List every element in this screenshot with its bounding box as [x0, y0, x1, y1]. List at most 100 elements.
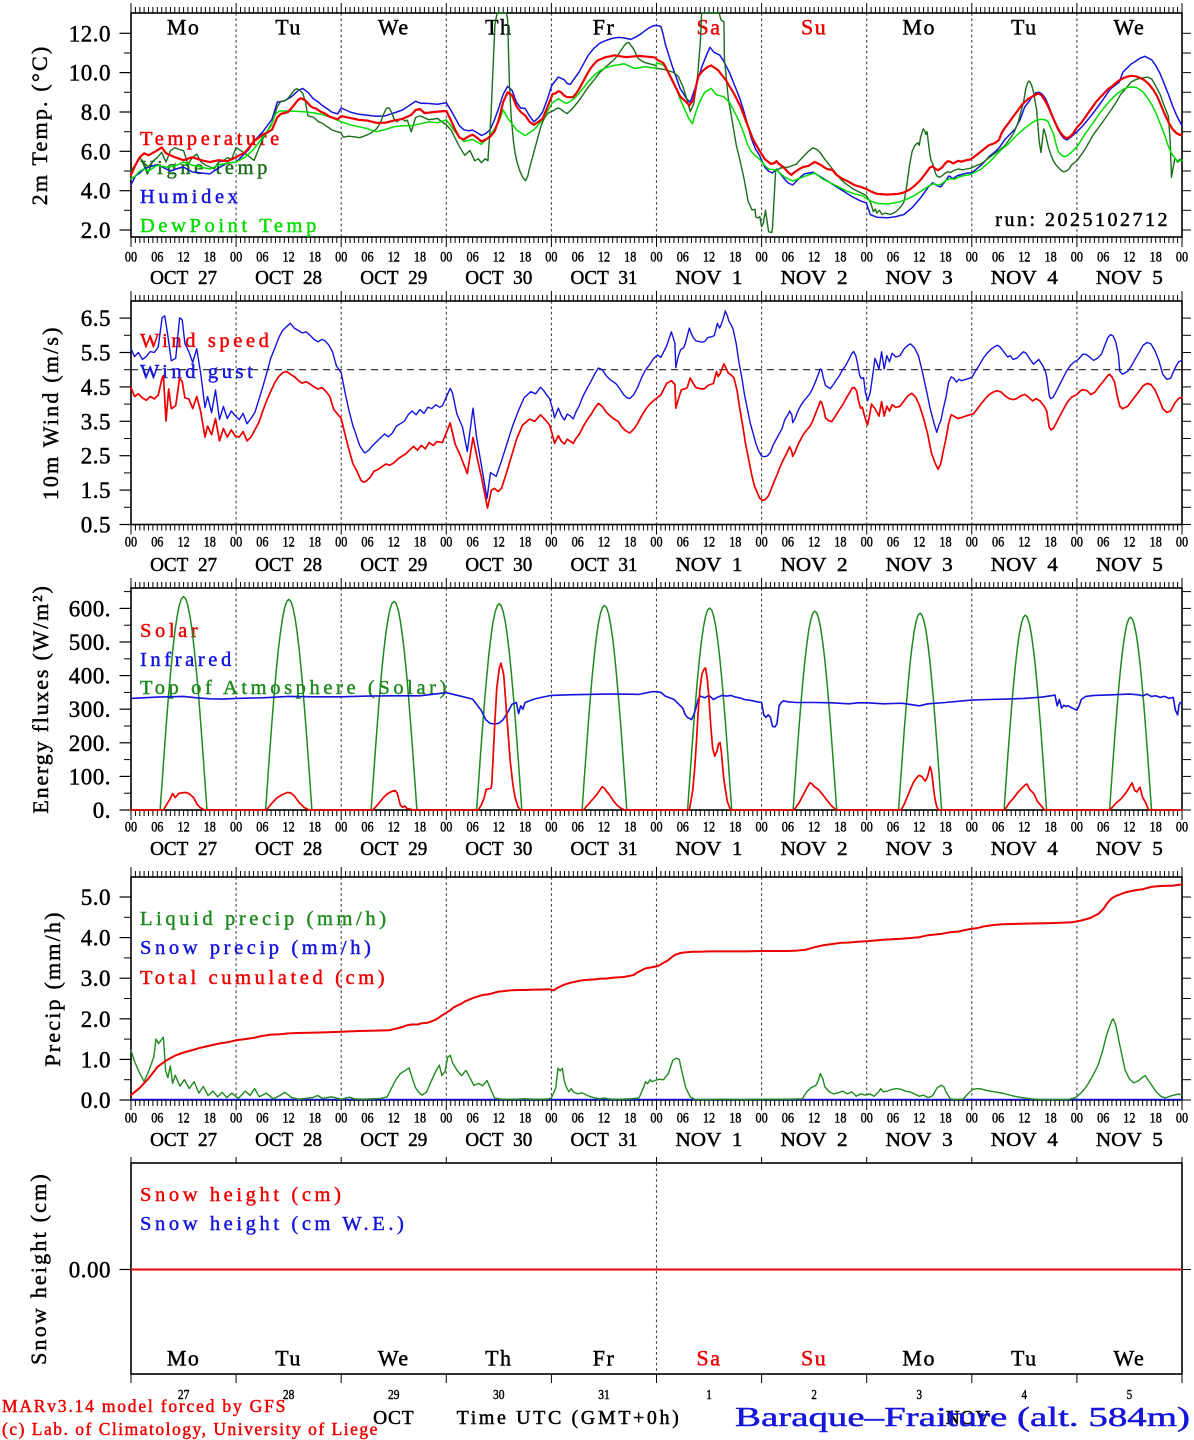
svg-text:4.0: 4.0 — [81, 926, 111, 951]
svg-text:18: 18 — [204, 1111, 216, 1127]
svg-text:NOV 4: NOV 4 — [991, 555, 1058, 576]
svg-text:12: 12 — [703, 820, 715, 836]
svg-text:2.5: 2.5 — [81, 444, 111, 469]
svg-text:00: 00 — [335, 250, 347, 266]
svg-text:00: 00 — [335, 535, 347, 551]
svg-text:4.5: 4.5 — [81, 375, 111, 400]
svg-text:06: 06 — [361, 1111, 374, 1127]
svg-text:NOV 1: NOV 1 — [676, 555, 743, 576]
svg-text:NOV 4: NOV 4 — [991, 839, 1058, 860]
svg-text:3.0: 3.0 — [81, 966, 111, 991]
svg-text:06: 06 — [256, 1111, 269, 1127]
svg-text:06: 06 — [151, 820, 164, 836]
svg-text:8.0: 8.0 — [81, 100, 111, 125]
svg-text:12: 12 — [283, 820, 295, 836]
svg-text:06: 06 — [361, 820, 374, 836]
svg-text:12: 12 — [388, 535, 400, 551]
svg-text:NOV 5: NOV 5 — [1096, 839, 1163, 860]
svg-text:2.0: 2.0 — [81, 218, 111, 243]
svg-text:31: 31 — [598, 1388, 610, 1403]
svg-text:06: 06 — [992, 535, 1005, 551]
svg-text:00: 00 — [650, 1111, 662, 1127]
svg-text:Energy fluxes (W/m²): Energy fluxes (W/m²) — [28, 584, 53, 813]
svg-text:10.0: 10.0 — [69, 61, 111, 86]
svg-text:18: 18 — [519, 250, 531, 266]
svg-text:12: 12 — [178, 250, 190, 266]
svg-text:12: 12 — [808, 820, 820, 836]
svg-text:00: 00 — [440, 1111, 452, 1127]
svg-text:00: 00 — [1176, 535, 1188, 551]
svg-text:OCT 27: OCT 27 — [150, 268, 217, 289]
svg-text:12: 12 — [493, 250, 505, 266]
svg-text:OCT 30: OCT 30 — [465, 839, 532, 860]
svg-text:18: 18 — [939, 535, 951, 551]
svg-text:06: 06 — [782, 535, 795, 551]
svg-text:Sa: Sa — [697, 1346, 722, 1371]
svg-text:06: 06 — [992, 1111, 1005, 1127]
svg-text:12: 12 — [178, 1111, 190, 1127]
svg-text:18: 18 — [729, 250, 741, 266]
svg-text:18: 18 — [1150, 535, 1162, 551]
svg-text:18: 18 — [624, 535, 636, 551]
svg-text:06: 06 — [1097, 820, 1110, 836]
svg-text:18: 18 — [624, 1111, 636, 1127]
svg-text:00: 00 — [861, 250, 873, 266]
svg-text:12: 12 — [388, 250, 400, 266]
svg-text:12: 12 — [283, 250, 295, 266]
svg-text:27: 27 — [178, 1388, 190, 1403]
svg-text:00: 00 — [125, 820, 137, 836]
svg-text:06: 06 — [572, 1111, 585, 1127]
svg-text:NOV 2: NOV 2 — [781, 839, 848, 860]
svg-text:18: 18 — [729, 1111, 741, 1127]
svg-text:We: We — [1114, 15, 1146, 40]
svg-text:Su: Su — [801, 1346, 827, 1371]
svg-text:OCT 27: OCT 27 — [150, 555, 217, 576]
svg-text:12: 12 — [808, 1111, 820, 1127]
svg-text:NOV 3: NOV 3 — [886, 1130, 953, 1151]
svg-text:Top of Atmosphere (Solar): Top of Atmosphere (Solar) — [140, 677, 450, 699]
svg-text:600.: 600. — [69, 596, 111, 621]
svg-text:18: 18 — [834, 820, 846, 836]
svg-text:12: 12 — [493, 1111, 505, 1127]
svg-text:06: 06 — [677, 250, 690, 266]
svg-text:06: 06 — [151, 535, 164, 551]
svg-text:Solar: Solar — [140, 620, 201, 642]
svg-text:OCT 30: OCT 30 — [465, 268, 532, 289]
svg-text:00: 00 — [756, 1111, 768, 1127]
svg-text:12: 12 — [913, 250, 925, 266]
svg-text:06: 06 — [1097, 1111, 1110, 1127]
svg-text:06: 06 — [256, 820, 269, 836]
svg-text:00: 00 — [966, 250, 978, 266]
svg-text:3: 3 — [916, 1388, 922, 1403]
svg-text:500.: 500. — [69, 630, 111, 655]
svg-text:00: 00 — [861, 820, 873, 836]
svg-text:18: 18 — [1045, 820, 1057, 836]
svg-text:06: 06 — [992, 250, 1005, 266]
svg-text:Temperature: Temperature — [140, 128, 283, 150]
svg-text:00: 00 — [756, 820, 768, 836]
svg-text:OCT 31: OCT 31 — [571, 839, 638, 860]
svg-text:18: 18 — [414, 1111, 426, 1127]
svg-text:12: 12 — [913, 1111, 925, 1127]
svg-text:OCT 28: OCT 28 — [255, 268, 322, 289]
svg-text:Total cumulated (cm): Total cumulated (cm) — [140, 967, 388, 989]
svg-text:NOV 4: NOV 4 — [991, 268, 1058, 289]
svg-text:10m Wind (m/s): 10m Wind (m/s) — [38, 325, 63, 500]
svg-text:Tu: Tu — [1011, 15, 1038, 40]
svg-text:06: 06 — [256, 250, 269, 266]
svg-text:00: 00 — [966, 820, 978, 836]
svg-text:00: 00 — [1071, 1111, 1083, 1127]
svg-text:OCT 29: OCT 29 — [360, 839, 427, 860]
svg-text:12: 12 — [1123, 535, 1135, 551]
svg-text:06: 06 — [1097, 250, 1110, 266]
svg-text:OCT 28: OCT 28 — [255, 839, 322, 860]
svg-text:NOV 2: NOV 2 — [781, 555, 848, 576]
svg-text:NOV 3: NOV 3 — [886, 268, 953, 289]
svg-text:12: 12 — [493, 535, 505, 551]
svg-text:18: 18 — [414, 535, 426, 551]
svg-text:06: 06 — [782, 1111, 795, 1127]
svg-text:Snow height (cm W.E.): Snow height (cm W.E.) — [140, 1213, 408, 1235]
svg-text:Tu: Tu — [275, 15, 302, 40]
svg-text:06: 06 — [887, 535, 900, 551]
svg-text:18: 18 — [1150, 820, 1162, 836]
